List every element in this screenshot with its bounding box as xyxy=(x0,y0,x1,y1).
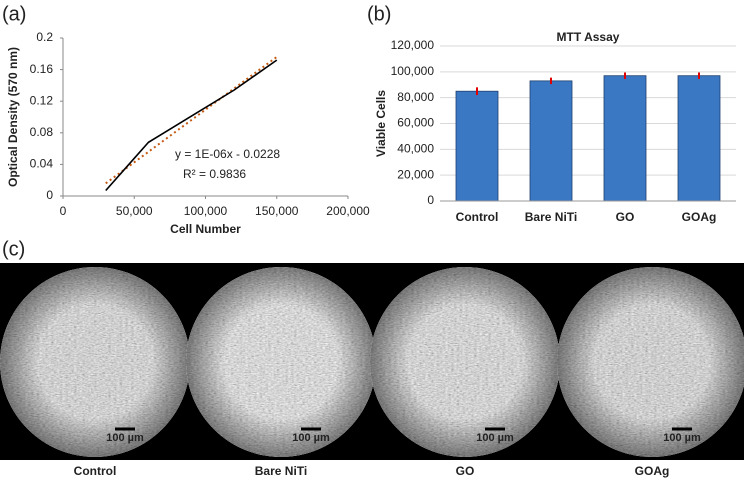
y-tick-label: 0.16 xyxy=(30,62,54,76)
x-tick-label: GOAg xyxy=(682,210,717,224)
micrograph xyxy=(557,267,744,457)
panel-label: (b) xyxy=(367,3,391,25)
micrograph-vignette xyxy=(370,267,560,457)
y-tick-label: 60,000 xyxy=(397,116,434,130)
y-tick-label: 40,000 xyxy=(397,142,434,156)
image-label: GOAg xyxy=(635,464,670,478)
micrograph-vignette xyxy=(186,267,376,457)
bar xyxy=(603,75,647,202)
y-axis-label: Optical Density (570 nm) xyxy=(6,47,20,187)
y-tick-label: 0 xyxy=(46,188,53,202)
x-tick-label: Control xyxy=(456,210,499,224)
bar xyxy=(455,90,499,202)
scale-bar-label: 100 µm xyxy=(292,432,330,444)
data-line xyxy=(105,59,278,192)
y-tick-label: 20,000 xyxy=(397,167,434,181)
micrograph-vignette xyxy=(557,267,744,457)
trendline-r2: R² = 0.9836 xyxy=(183,167,246,181)
micrograph xyxy=(370,267,560,457)
y-tick-label: 0.04 xyxy=(30,157,54,171)
y-tick-label: 0.12 xyxy=(30,93,54,107)
scale-bar-label: 100 µm xyxy=(476,432,514,444)
x-tick-label: 0 xyxy=(60,204,67,218)
chart-title: MTT Assay xyxy=(557,30,620,44)
panel-label: (a) xyxy=(2,3,26,25)
trendline-equation: y = 1E-06x - 0.0228 xyxy=(175,147,280,161)
y-tick-label: 0.08 xyxy=(30,125,54,139)
y-tick-label: 0.2 xyxy=(36,30,53,44)
y-tick-label: 120,000 xyxy=(391,38,435,52)
x-tick-label: GO xyxy=(616,210,635,224)
scale-bar-label: 100 µm xyxy=(106,432,144,444)
y-tick-label: 0 xyxy=(427,193,434,207)
x-tick-label: Bare NiTi xyxy=(525,210,577,224)
x-tick-label: 150,000 xyxy=(255,204,299,218)
micrograph xyxy=(186,267,376,457)
bar xyxy=(529,80,573,202)
x-tick-label: 100,000 xyxy=(184,204,228,218)
scale-bar-label: 100 µm xyxy=(663,432,701,444)
y-tick-label: 80,000 xyxy=(397,90,434,104)
x-tick-label: 200,000 xyxy=(326,204,370,218)
bar xyxy=(677,75,721,202)
y-axis-label: Viable Cells xyxy=(374,90,388,157)
x-axis-label: Cell Number xyxy=(170,222,241,236)
trendline xyxy=(105,56,278,185)
x-tick-label: 50,000 xyxy=(116,204,153,218)
y-tick-label: 100,000 xyxy=(391,64,435,78)
micrograph-vignette xyxy=(0,267,190,457)
micrograph xyxy=(0,267,190,457)
panel-label: (c) xyxy=(2,238,25,260)
image-label: Control xyxy=(74,464,117,478)
image-label: Bare NiTi xyxy=(255,464,307,478)
image-label: GO xyxy=(456,464,475,478)
